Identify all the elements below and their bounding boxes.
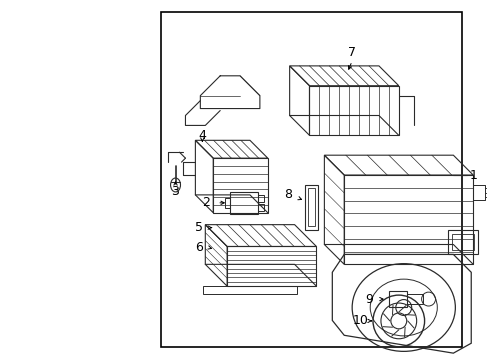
Text: 6: 6: [195, 241, 203, 254]
Bar: [304, 185, 318, 230]
Bar: [161, 12, 461, 347]
Bar: [257, 195, 264, 202]
Bar: [230, 192, 257, 214]
Bar: [406, 294, 422, 304]
Text: 4: 4: [198, 129, 206, 142]
Text: 5: 5: [195, 221, 203, 234]
Text: 8: 8: [283, 188, 291, 201]
Bar: [224, 198, 230, 208]
Text: 10: 10: [352, 314, 368, 327]
Text: 2: 2: [202, 196, 210, 209]
Bar: [257, 204, 264, 211]
Bar: [307, 188, 315, 226]
Bar: [203, 286, 296, 294]
Text: 1: 1: [468, 168, 476, 181]
Text: 9: 9: [365, 293, 372, 306]
Bar: [447, 230, 477, 255]
Text: 3: 3: [170, 185, 178, 198]
Bar: [388, 291, 406, 307]
Bar: [451, 234, 473, 251]
Text: 7: 7: [347, 46, 355, 59]
